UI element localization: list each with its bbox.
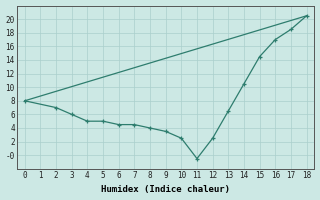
X-axis label: Humidex (Indice chaleur): Humidex (Indice chaleur) — [101, 185, 230, 194]
